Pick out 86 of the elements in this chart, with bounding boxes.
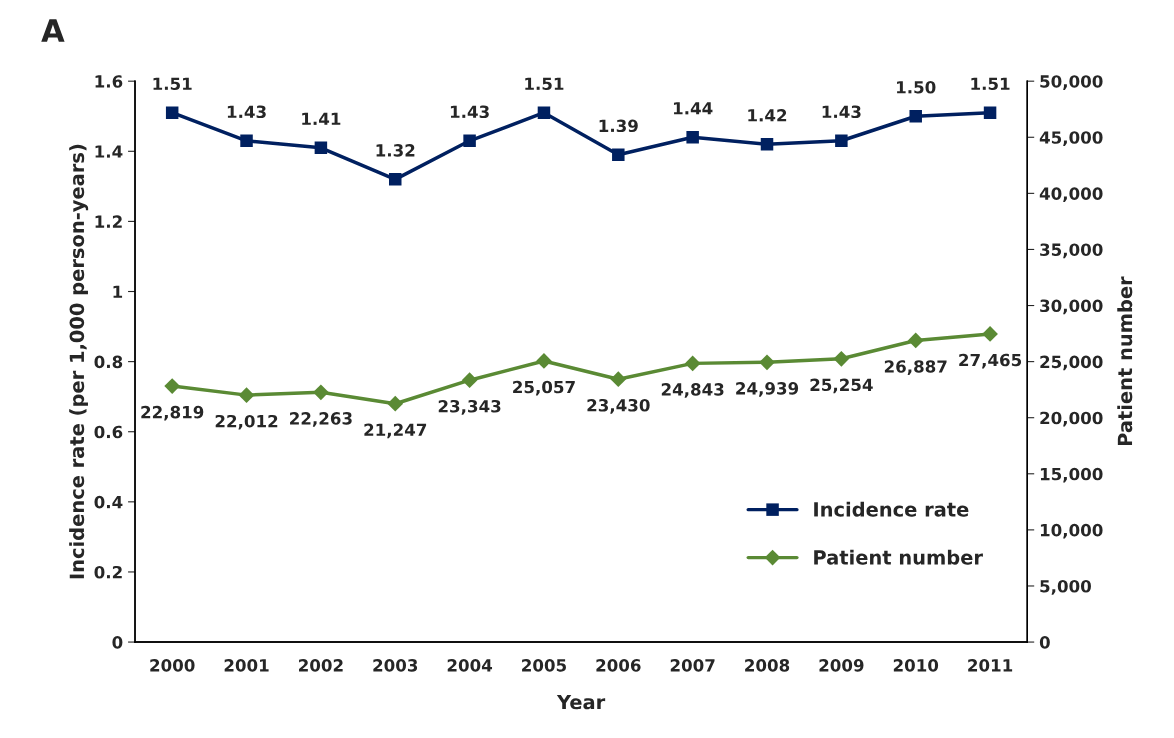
point: [461, 372, 478, 389]
data-label: 26,887: [884, 360, 947, 375]
point: [536, 353, 552, 369]
point: [684, 355, 701, 372]
x-axis-title: Year: [556, 694, 606, 710]
x-tick-label: 2010: [893, 659, 939, 672]
y-tick-label: 0.8: [94, 355, 123, 369]
y-tick-label: 1: [113, 285, 123, 298]
point: [907, 332, 924, 349]
y-tick-label: 1.2: [95, 215, 122, 228]
point: [387, 395, 404, 412]
data-label: 22,263: [290, 412, 352, 427]
y-tick-label: 0.2: [94, 565, 122, 579]
x-tick-label: 2005: [522, 659, 566, 672]
data-label: 21,247: [364, 423, 427, 439]
point: [909, 109, 922, 123]
data-label: 1.43: [450, 105, 489, 119]
y2-tick-label: 20,000: [1040, 411, 1103, 427]
y-tick-label: 1.4: [95, 145, 123, 158]
y2-axis-title: Patient number: [1117, 276, 1133, 446]
x-tick-label: 2009: [819, 659, 864, 672]
y-tick-label: 0: [112, 636, 123, 649]
point: [686, 131, 699, 144]
point: [610, 371, 627, 388]
y-tick-label: 0.6: [94, 425, 123, 439]
data-label: 23,343: [438, 399, 501, 415]
point: [463, 134, 476, 148]
data-label: 25,057: [513, 380, 575, 396]
point: [314, 141, 328, 155]
y2-tick-label: 5,000: [1040, 579, 1091, 595]
x-tick-label: 2000: [150, 659, 195, 672]
data-label: 1.50: [897, 80, 936, 94]
x-tick-label: 2006: [596, 659, 641, 672]
x-tick-label: 2007: [670, 659, 715, 672]
data-label: 1.43: [822, 105, 861, 119]
point: [835, 134, 848, 148]
data-label: 1.39: [599, 119, 638, 133]
y2-tick-label: 45,000: [1039, 131, 1103, 146]
y2-tick-label: 15,000: [1040, 467, 1103, 483]
x-tick-label: 2004: [447, 659, 493, 672]
data-label: 24,939: [736, 382, 799, 397]
data-label: 22,012: [215, 414, 278, 430]
data-label: 1.51: [971, 77, 1010, 91]
y2-tick-label: 50,000: [1040, 75, 1103, 90]
data-label: 1.42: [748, 109, 787, 122]
x-tick-label: 2002: [299, 659, 343, 672]
y2-tick-label: 10,000: [1040, 523, 1103, 539]
y-axis-title: Incidence rate (per 1,000 person-years): [69, 144, 89, 579]
y-tick-label: 0.4: [94, 495, 123, 509]
data-label: 1.41: [302, 112, 341, 125]
point: [833, 350, 850, 367]
legend-label: Incidence rate: [814, 501, 969, 517]
x-tick-label: 2011: [968, 659, 1013, 672]
x-tick-label: 2001: [224, 659, 269, 672]
y-tick-label: 1.6: [95, 75, 123, 88]
chart-title: A: [41, 19, 65, 42]
data-label: 23,430: [587, 398, 650, 414]
data-label: 27,465: [959, 353, 1022, 369]
y2-tick-label: 35,000: [1040, 243, 1103, 259]
point: [982, 326, 998, 342]
data-label: 1.51: [525, 77, 564, 91]
data-label: 1.32: [376, 144, 415, 157]
point: [240, 134, 253, 148]
x-tick-label: 2008: [745, 659, 790, 672]
y2-tick-label: 30,000: [1040, 299, 1103, 315]
point: [164, 378, 181, 394]
point: [165, 106, 179, 119]
point: [612, 148, 625, 162]
point: [983, 106, 997, 119]
data-label: 25,254: [810, 378, 873, 394]
data-label: 1.44: [673, 102, 713, 115]
point: [313, 384, 329, 401]
y2-tick-label: 0: [1039, 636, 1050, 649]
data-label: 1.43: [227, 105, 266, 119]
point: [759, 354, 775, 371]
data-label: 1.51: [153, 77, 192, 91]
point: [238, 387, 255, 403]
x-tick-label: 2003: [373, 659, 418, 672]
y2-tick-label: 25,000: [1040, 355, 1103, 371]
legend-label: Patient number: [814, 549, 983, 565]
y2-tick-label: 40,000: [1039, 187, 1103, 203]
point: [389, 173, 402, 186]
data-label: 24,843: [661, 383, 724, 398]
data-label: 22,819: [141, 405, 204, 421]
point: [537, 106, 551, 119]
point: [760, 138, 774, 151]
